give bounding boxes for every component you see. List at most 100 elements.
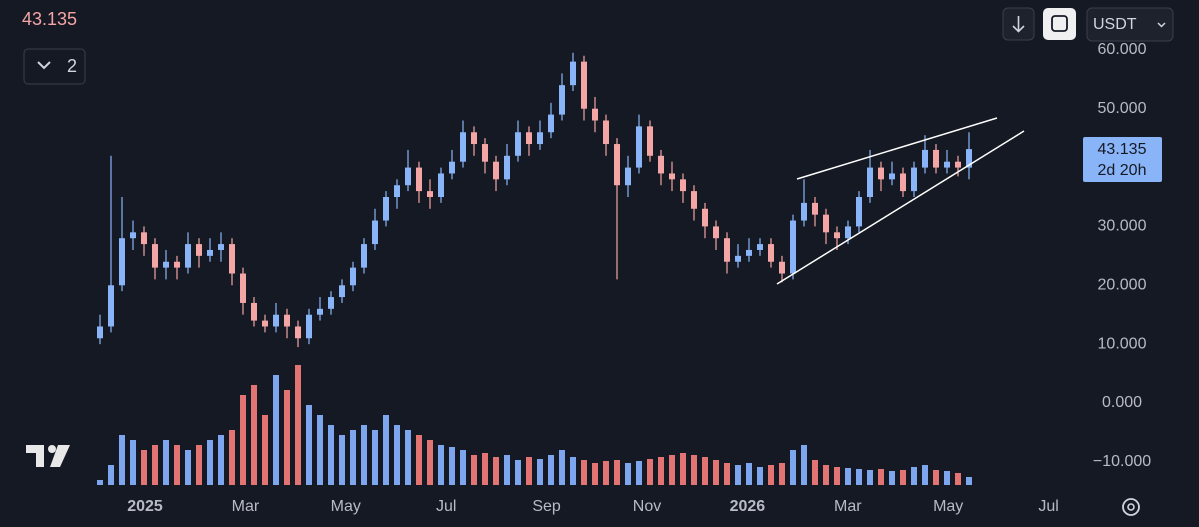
volume-bar — [449, 447, 455, 485]
candle-body — [482, 144, 488, 162]
candle-body — [339, 285, 345, 298]
currency-select[interactable]: USDT — [1086, 7, 1174, 42]
volume-bar — [713, 460, 719, 485]
volume-bar — [240, 395, 246, 485]
candle-body — [361, 244, 367, 268]
volume-bar — [867, 470, 873, 485]
candle-body — [625, 167, 631, 186]
volume-bar — [845, 468, 851, 485]
candle-body — [691, 191, 697, 209]
indicator-toggle[interactable]: 2 — [23, 48, 86, 85]
volume-bar — [196, 445, 202, 485]
settings-button[interactable] — [1122, 498, 1140, 516]
volume-bar — [911, 467, 917, 485]
volume-bar — [669, 455, 675, 485]
candle-body — [152, 244, 158, 268]
volume-bar — [823, 465, 829, 485]
plot-area: 60.000 50.000 30.000 20.000 10.000 0.000 −10.0… — [97, 41, 1151, 515]
candle-body — [262, 320, 268, 327]
y-tick-label: −10.000 — [1093, 453, 1151, 470]
y-tick-label: 10.000 — [1098, 335, 1147, 352]
volume-bar — [97, 480, 103, 485]
volume-bar — [471, 455, 477, 485]
volume-bar — [108, 465, 114, 485]
price-label: 43.135 2d 20h — [1083, 137, 1162, 182]
volume-bar — [614, 460, 620, 485]
candle-body — [790, 220, 796, 274]
logo-part — [26, 445, 44, 467]
volume-bar — [295, 365, 301, 485]
volume-bar — [856, 469, 862, 485]
volume-bar — [647, 459, 653, 485]
candle-body — [284, 314, 290, 327]
y-tick-label: 20.000 — [1098, 277, 1147, 294]
volume-bar — [328, 425, 334, 485]
volume-bar — [834, 467, 840, 485]
candle-body — [603, 120, 609, 145]
volume-bar — [592, 463, 598, 485]
price-label-box — [1083, 137, 1162, 182]
candle-body — [713, 226, 719, 239]
volume-bar — [526, 457, 532, 485]
volume-bar — [207, 440, 213, 485]
candle-body — [746, 249, 752, 256]
x-tick-label: 2026 — [730, 498, 766, 515]
candle-body — [757, 244, 763, 250]
volume-bar — [581, 460, 587, 485]
candle-body — [328, 297, 334, 309]
volume-bar — [361, 425, 367, 485]
currency: USDT — [1093, 16, 1137, 33]
volume-bar — [570, 457, 576, 485]
volume-bar — [900, 470, 906, 485]
volume-bar — [130, 440, 136, 485]
volume-bar — [757, 467, 763, 485]
select-frame[interactable] — [1086, 7, 1174, 42]
candle-body — [559, 85, 565, 115]
volume-bar — [284, 390, 290, 485]
volume-bar — [691, 455, 697, 485]
volume-bar — [746, 463, 752, 485]
volume-bar — [933, 470, 939, 485]
fullscreen-button[interactable] — [1043, 8, 1076, 40]
candle-body — [240, 273, 246, 303]
candle-body — [449, 161, 455, 174]
volume-bar — [185, 450, 191, 485]
candle-body — [537, 132, 543, 145]
gear-icon[interactable] — [1122, 498, 1140, 516]
x-tick-label: Mar — [232, 498, 260, 515]
download-button[interactable] — [1002, 7, 1035, 41]
candle-body — [548, 114, 554, 133]
candle-body — [900, 173, 906, 192]
candle-body — [196, 244, 202, 256]
logo-part — [50, 445, 70, 467]
y-tick-label: 30.000 — [1098, 218, 1147, 235]
candle-body — [768, 244, 774, 262]
volume-bar — [559, 450, 565, 485]
candle-body — [493, 161, 499, 180]
volume-bar — [735, 465, 741, 485]
candle-body — [306, 314, 312, 339]
volume-bar — [625, 463, 631, 485]
gear-center — [1127, 503, 1135, 511]
x-tick-label: 2025 — [127, 498, 163, 515]
volume-bar — [317, 415, 323, 485]
candle-body — [933, 149, 939, 168]
volume-bar — [779, 463, 785, 485]
candle-body — [669, 173, 675, 180]
candle-body — [856, 197, 862, 227]
volume-bar — [493, 457, 499, 485]
volume-bar — [944, 471, 950, 485]
candle-body — [592, 108, 598, 121]
indicator-button[interactable] — [23, 48, 86, 85]
x-tick-label: Jul — [1038, 498, 1058, 515]
volume-bar — [658, 457, 664, 485]
volume-bar — [537, 459, 543, 485]
volume-bar — [460, 450, 466, 485]
volume-bar — [801, 445, 807, 485]
square-icon — [1051, 15, 1068, 32]
button-frame[interactable] — [1043, 8, 1076, 40]
candle-body — [834, 232, 840, 239]
